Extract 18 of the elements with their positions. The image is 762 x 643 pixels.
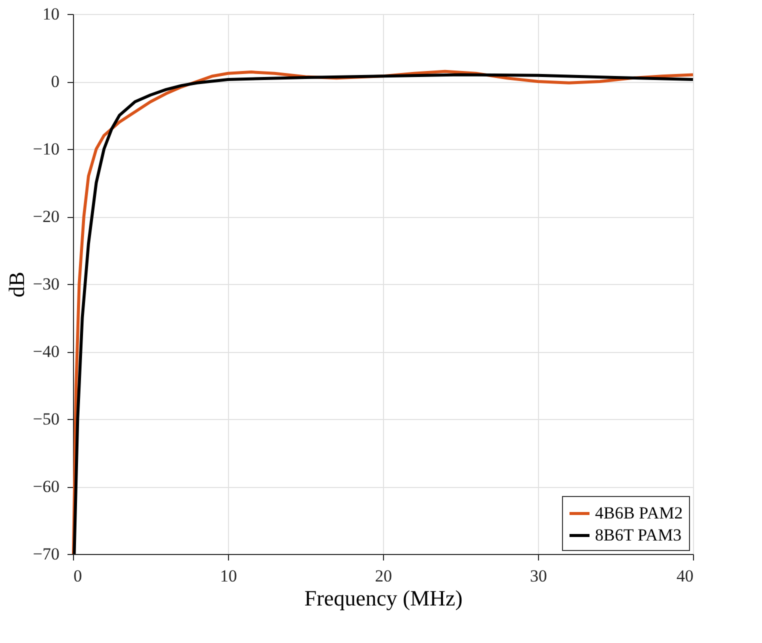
y-tick-label: −60 <box>32 477 60 496</box>
x-tick-label: 20 <box>375 566 392 586</box>
y-tick-label: −40 <box>32 342 60 361</box>
legend-label: 8B6T PAM3 <box>595 526 682 544</box>
y-tick-label: −10 <box>32 140 60 158</box>
y-tick-label: 0 <box>51 72 60 91</box>
x-tick-label: 10 <box>220 566 237 586</box>
y-tick-label: −30 <box>32 274 60 294</box>
y-tick-label: −70 <box>32 544 60 564</box>
legend-label: 4B6B PAM2 <box>595 504 683 522</box>
x-axis-title: Frequency (MHz) <box>304 586 463 610</box>
y-tick-label: −20 <box>32 207 60 226</box>
x-tick-label: 30 <box>530 566 547 586</box>
y-tick-label: −50 <box>32 410 60 428</box>
x-tick-label: 0 <box>74 566 82 586</box>
y-tick-label: 10 <box>42 4 60 24</box>
x-tick-label: 40 <box>676 566 694 586</box>
y-axis-title: dB <box>4 272 29 298</box>
